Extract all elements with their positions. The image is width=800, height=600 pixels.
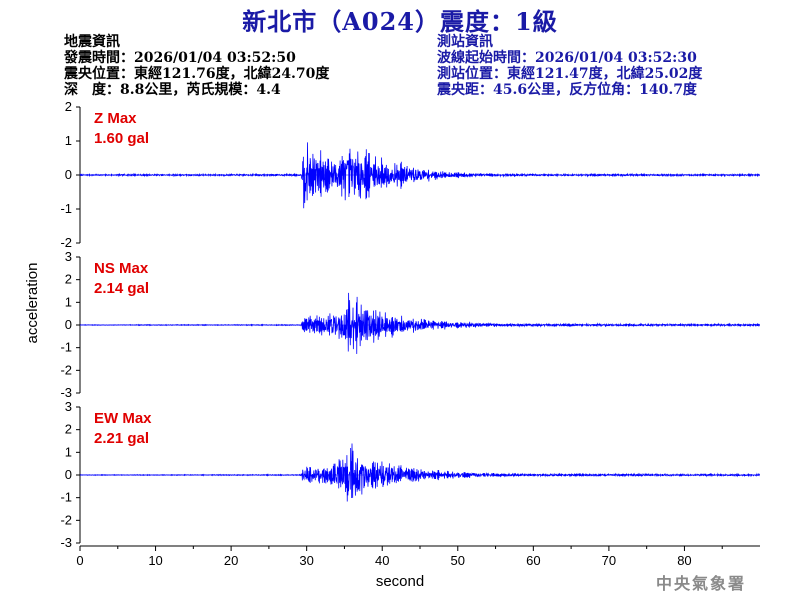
y-tick-label: -1 xyxy=(60,490,72,505)
y-tick-label: 0 xyxy=(65,317,72,332)
waveform-ns xyxy=(79,292,761,354)
x-tick-label: 30 xyxy=(299,553,313,568)
x-tick-label: 20 xyxy=(224,553,238,568)
y-tick-label: -2 xyxy=(60,235,72,250)
wave-start-time: 波線起始時間：2026/01/04 03:52:30 xyxy=(437,50,697,66)
y-tick-label: -3 xyxy=(60,535,72,550)
y-tick-label: -2 xyxy=(60,512,72,527)
agency-watermark: 中央氣象署 xyxy=(655,574,746,593)
y-tick-label: 0 xyxy=(65,167,72,182)
y-tick-label: 3 xyxy=(65,249,72,264)
max-value-ew: 2.21 gal xyxy=(94,430,149,447)
x-tick-label: 70 xyxy=(602,553,616,568)
x-axis-label: second xyxy=(376,573,424,590)
y-tick-label: 0 xyxy=(65,467,72,482)
y-axis-label: acceleration xyxy=(24,263,41,344)
waveform-ew xyxy=(80,443,760,502)
origin-time: 發震時間：2026/01/04 03:52:50 xyxy=(64,50,296,66)
max-label-ns: NS Max xyxy=(94,260,149,277)
y-tick-label: 1 xyxy=(65,444,72,459)
max-value-z: 1.60 gal xyxy=(94,130,149,147)
quake-info-block: 地震資訊 發震時間：2026/01/04 03:52:50 震央位置：東經121… xyxy=(64,34,329,98)
station-info-block: 測站資訊 波線起始時間：2026/01/04 03:52:30 測站位置：東經1… xyxy=(437,34,702,98)
page-title: 新北市（A024）震度：1級 xyxy=(242,7,558,36)
station-info-heading: 測站資訊 xyxy=(437,34,493,50)
epicenter-location: 震央位置：東經121.76度，北緯24.70度 xyxy=(64,66,330,82)
max-value-ns: 2.14 gal xyxy=(94,280,149,297)
y-tick-label: -2 xyxy=(60,362,72,377)
quake-info-heading: 地震資訊 xyxy=(64,34,120,50)
y-tick-label: -3 xyxy=(60,385,72,400)
station-location: 測站位置：東經121.47度，北緯25.02度 xyxy=(437,66,703,82)
y-tick-label: -1 xyxy=(60,340,72,355)
y-tick-label: 1 xyxy=(65,133,72,148)
max-label-ew: EW Max xyxy=(94,410,152,427)
y-tick-label: 1 xyxy=(65,294,72,309)
x-tick-label: 50 xyxy=(451,553,465,568)
waveform-z xyxy=(79,142,761,209)
x-tick-label: 10 xyxy=(148,553,162,568)
x-tick-label: 0 xyxy=(76,553,83,568)
y-tick-label: 2 xyxy=(65,272,72,287)
x-tick-label: 80 xyxy=(677,553,691,568)
y-tick-label: -1 xyxy=(60,201,72,216)
epicentral-distance: 震央距：45.6公里，反方位角：140.7度 xyxy=(437,82,697,98)
x-tick-label: 40 xyxy=(375,553,389,568)
y-tick-label: 2 xyxy=(65,99,72,114)
x-tick-label: 60 xyxy=(526,553,540,568)
max-label-z: Z Max xyxy=(94,110,137,127)
y-tick-label: 2 xyxy=(65,422,72,437)
depth-magnitude: 深 度：8.8公里，芮氏規模：4.4 xyxy=(64,82,281,98)
y-tick-label: 3 xyxy=(65,399,72,414)
